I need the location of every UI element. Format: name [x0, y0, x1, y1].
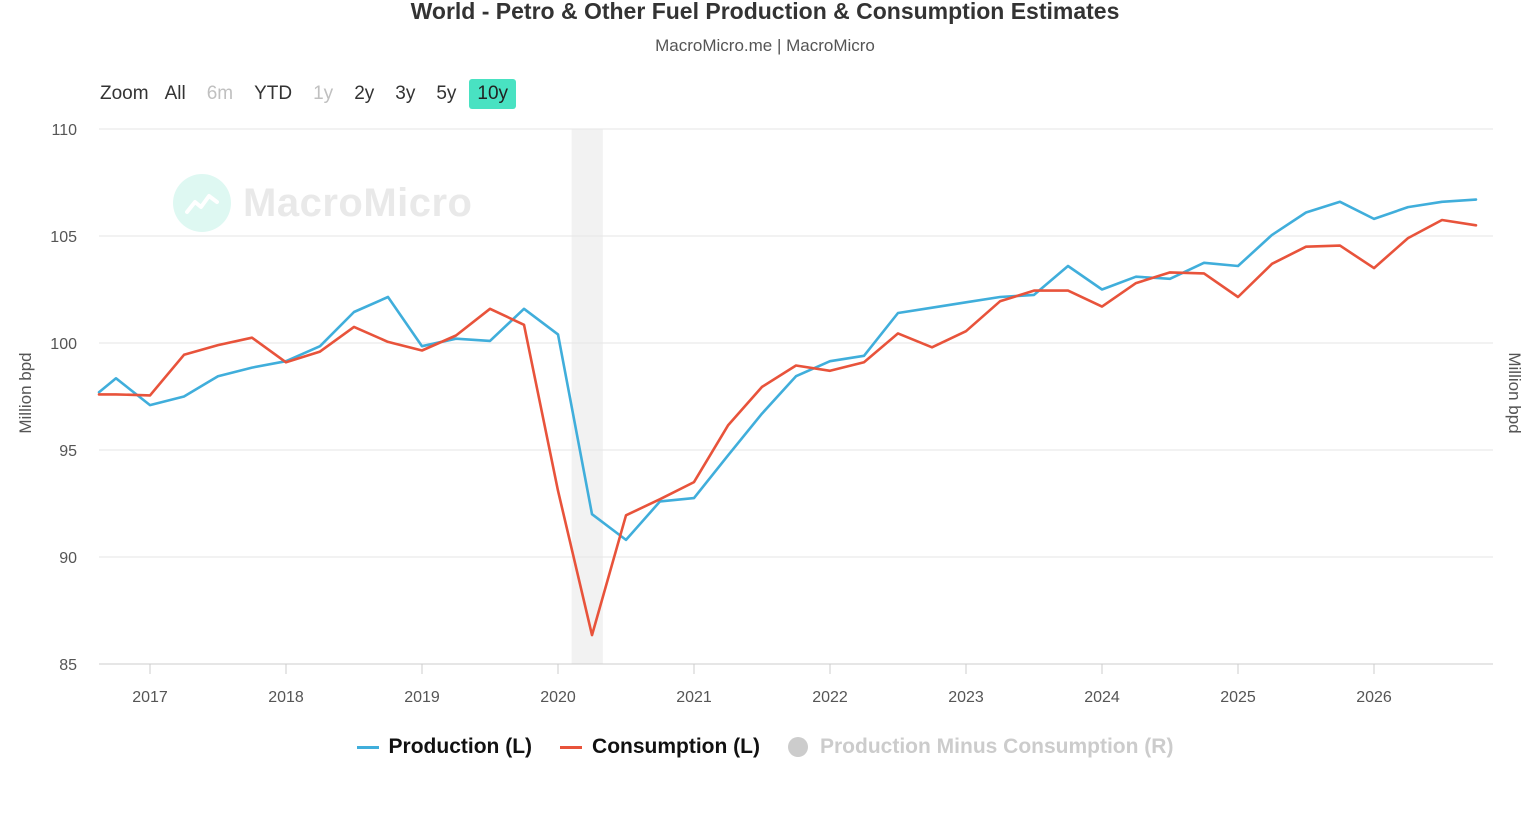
x-tick-label: 2018 — [268, 689, 304, 706]
x-tick-label: 2020 — [540, 689, 576, 706]
zoom-label: Zoom — [100, 82, 149, 104]
legend-swatch-consumption — [560, 745, 583, 749]
zoom-1y-button[interactable]: 1y — [313, 82, 334, 104]
zoom-ytd-button[interactable]: YTD — [254, 82, 293, 104]
watermark-logo: MacroMicro — [173, 174, 473, 232]
chart-line-icon — [173, 174, 231, 232]
legend-label-consumption: Consumption (L) — [592, 735, 760, 758]
legend-item-difference[interactable]: Production Minus Consumption (R) — [788, 735, 1173, 759]
zoom-6m-button[interactable]: 6m — [206, 82, 234, 104]
x-tick-label: 2022 — [812, 689, 848, 706]
legend-item-consumption[interactable]: Consumption (L) — [560, 735, 760, 759]
legend-label-difference: Production Minus Consumption (R) — [820, 735, 1174, 758]
x-tick-label: 2023 — [948, 689, 984, 706]
legend-swatch-production — [356, 745, 379, 749]
zoom-5y-button[interactable]: 5y — [436, 82, 457, 104]
legend: Production (L) Consumption (L) Productio… — [0, 735, 1530, 759]
x-tick-label: 2026 — [1356, 689, 1392, 706]
zoom-2y-button[interactable]: 2y — [354, 82, 375, 104]
x-tick-label: 2024 — [1084, 689, 1120, 706]
x-tick-label: 2017 — [132, 689, 168, 706]
x-tick-label: 2025 — [1220, 689, 1256, 706]
zoom-3y-button[interactable]: 3y — [395, 82, 416, 104]
x-tick-label: 2019 — [404, 689, 440, 706]
legend-label-production: Production (L) — [388, 735, 533, 758]
y-tick-label: 95 — [59, 443, 77, 460]
y-axis-label-left: Million bpd — [16, 352, 35, 434]
chart-subtitle: MacroMicro.me | MacroMicro — [655, 36, 875, 55]
zoom-toolbar: Zoom All 6m YTD 1y 2y 3y 5y 10y — [92, 77, 521, 110]
consumption-series-line — [97, 218, 1478, 637]
legend-swatch-difference — [788, 737, 808, 757]
x-tick-label: 2021 — [676, 689, 712, 706]
y-tick-label: 100 — [50, 336, 77, 353]
recession-band — [571, 129, 603, 664]
y-tick-label: 110 — [51, 122, 77, 139]
zoom-all-button[interactable]: All — [164, 82, 186, 104]
y-axis-label-right: Million bpd — [1505, 352, 1524, 434]
zoom-10y-button[interactable]: 10y — [469, 78, 517, 109]
production-series-line — [97, 198, 1478, 542]
chart-title: World - Petro & Other Fuel Production & … — [410, 0, 1120, 24]
watermark-text: MacroMicro — [243, 180, 473, 225]
y-tick-label: 85 — [59, 657, 77, 674]
y-tick-label: 90 — [59, 550, 77, 567]
y-tick-label: 105 — [50, 229, 77, 246]
legend-item-production[interactable]: Production (L) — [356, 735, 533, 759]
